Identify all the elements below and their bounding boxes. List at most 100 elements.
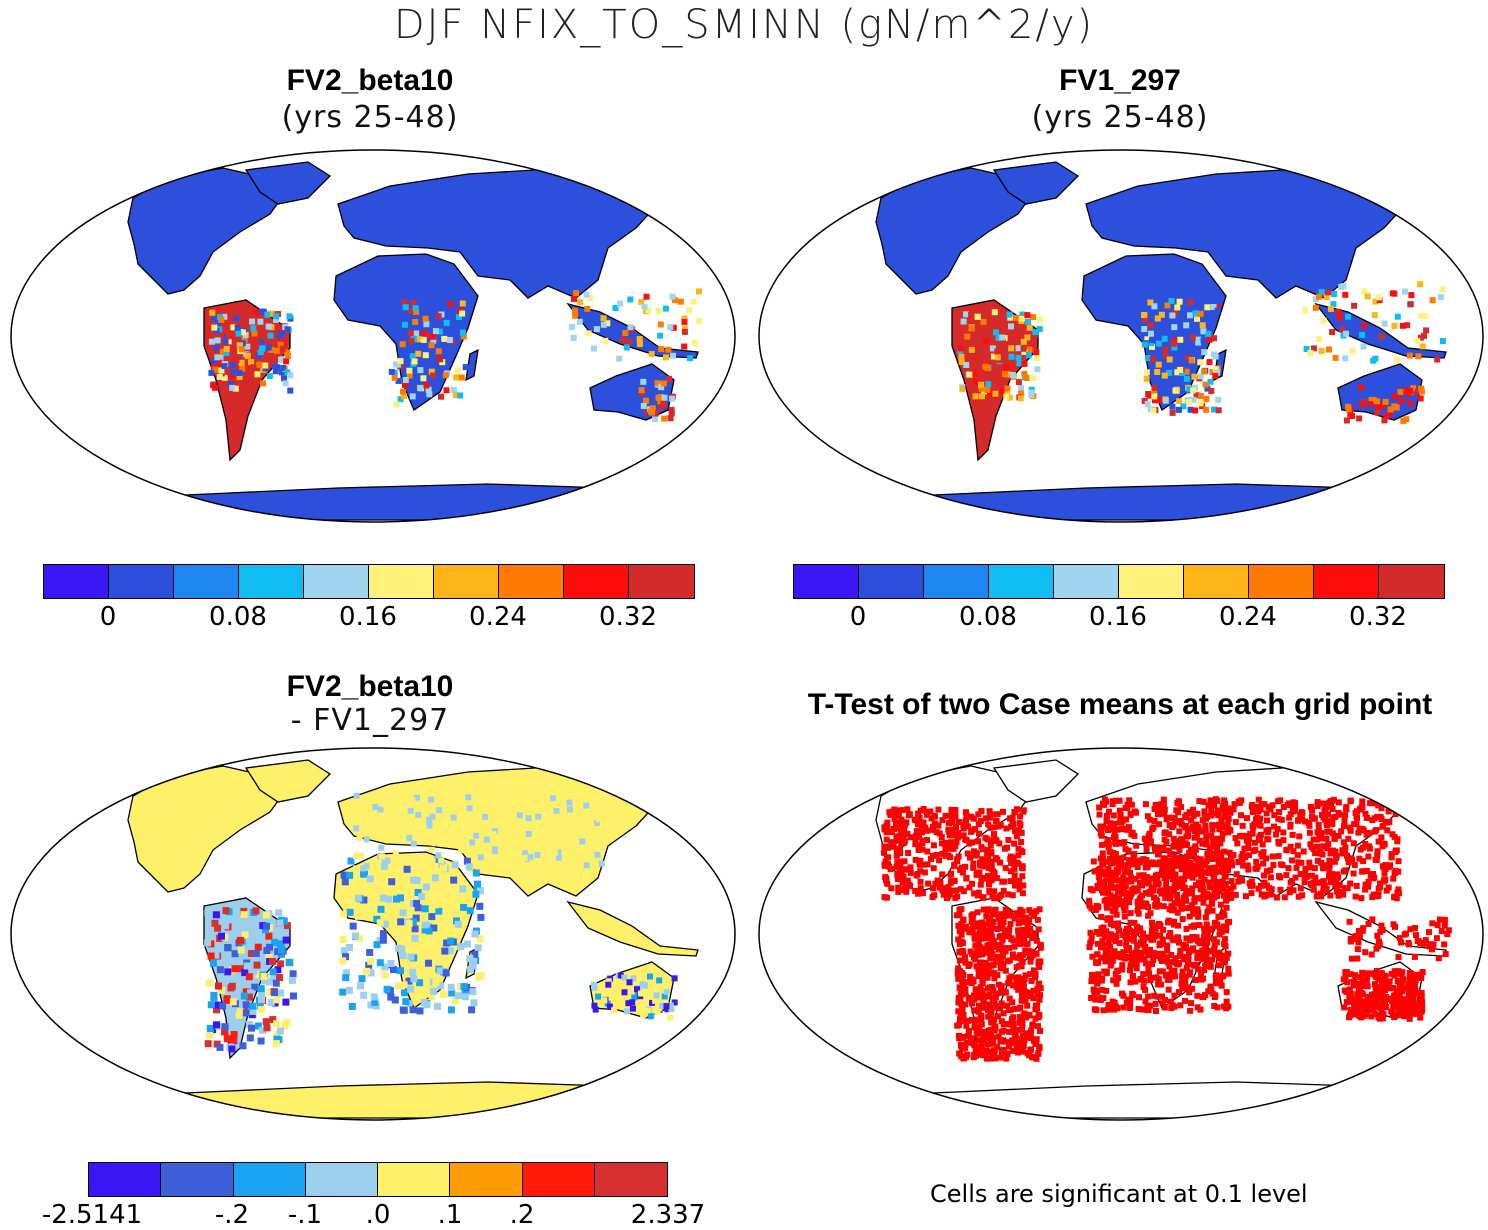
grid-cell [1024, 334, 1031, 341]
grid-cell [1333, 853, 1340, 860]
grid-cell [1188, 817, 1195, 824]
grid-cell [1264, 817, 1270, 824]
grid-cell [1385, 884, 1392, 891]
grid-cell [572, 816, 579, 823]
grid-cell [234, 923, 242, 931]
grid-cell [1115, 840, 1122, 847]
grid-cell [1146, 392, 1153, 399]
grid-cell [1006, 394, 1013, 401]
grid-cell [977, 972, 984, 979]
grid-cell [1397, 996, 1404, 1002]
grid-cell [1016, 877, 1023, 884]
grid-cell [1121, 868, 1128, 875]
grid-cell [1206, 884, 1213, 891]
grid-cell [1195, 913, 1202, 920]
grid-cell [955, 1008, 962, 1015]
grid-cell [1019, 890, 1026, 897]
grid-cell [1184, 349, 1191, 355]
grid-cell [1206, 336, 1213, 343]
grid-cell [984, 974, 991, 981]
grid-cell [263, 1024, 271, 1032]
grid-cell [1214, 921, 1221, 928]
grid-cell [1101, 801, 1108, 808]
grid-cell [980, 945, 987, 952]
grid-cell [642, 982, 649, 989]
grid-cell [1289, 857, 1296, 864]
grid-cell [1127, 910, 1134, 917]
grid-cell [1201, 808, 1208, 815]
grid-cell [1346, 992, 1353, 999]
grid-cell [375, 891, 383, 899]
grid-cell [516, 808, 523, 815]
grid-cell [963, 875, 970, 882]
grid-cell [1249, 809, 1256, 815]
grid-cell [1133, 965, 1140, 972]
grid-cell [209, 309, 216, 316]
map-panel-fv2-beta10 [10, 149, 736, 523]
grid-cell [1346, 824, 1353, 831]
grid-cell [1233, 871, 1240, 878]
colorbar-tick-label: -2.5141 [41, 1200, 143, 1230]
grid-cell [431, 901, 439, 909]
grid-cell [572, 307, 578, 314]
grid-cell [447, 1006, 455, 1014]
grid-cell [1104, 825, 1111, 832]
grid-cell [1381, 417, 1388, 424]
grid-cell [1343, 999, 1350, 1006]
grid-cell [897, 845, 903, 852]
grid-cell [622, 981, 629, 987]
grid-cell [1110, 922, 1117, 929]
grid-cell [913, 828, 920, 835]
grid-cell [1358, 895, 1365, 902]
grid-cell [229, 362, 236, 369]
grid-cell [1126, 1005, 1133, 1011]
grid-cell [919, 890, 926, 897]
grid-cell [1344, 852, 1350, 859]
grid-cell [1383, 887, 1390, 894]
grid-cell [1036, 906, 1043, 913]
grid-cell [249, 1002, 257, 1010]
grid-cell [660, 380, 667, 387]
grid-cell [643, 408, 650, 415]
grid-cell [1009, 1047, 1016, 1054]
grid-cell [1036, 958, 1043, 965]
grid-cell [428, 796, 435, 803]
grid-cell [208, 338, 215, 345]
grid-cell [1011, 943, 1018, 950]
grid-cell [1146, 816, 1153, 823]
grid-cell [1349, 856, 1356, 863]
grid-cell [1212, 951, 1218, 958]
grid-cell [1021, 976, 1028, 982]
grid-cell [948, 806, 955, 813]
grid-cell [399, 341, 406, 348]
grid-cell [681, 328, 688, 335]
grid-cell [1359, 798, 1366, 805]
grid-cell [257, 349, 264, 356]
grid-cell [896, 824, 903, 831]
grid-cell [1279, 862, 1286, 869]
grid-cell [1115, 883, 1122, 890]
grid-cell [410, 299, 417, 306]
grid-cell [1004, 1002, 1010, 1009]
grid-cell [976, 366, 983, 373]
grid-cell [919, 840, 926, 846]
grid-cell [1116, 797, 1123, 804]
grid-cell [1215, 396, 1222, 403]
grid-cell [1317, 835, 1324, 842]
grid-cell [1391, 869, 1398, 876]
grid-cell [1171, 968, 1178, 974]
grid-cell [942, 846, 949, 853]
grid-cell [1162, 894, 1169, 901]
grid-cell [1219, 830, 1226, 837]
grid-cell [1335, 892, 1342, 899]
grid-cell [1189, 985, 1196, 992]
grid-cell [1154, 860, 1161, 867]
grid-cell [1176, 846, 1183, 853]
grid-cell [1199, 322, 1206, 329]
grid-cell [1369, 991, 1375, 998]
grid-cell [438, 393, 444, 400]
grid-cell [277, 341, 284, 348]
grid-cell [638, 990, 644, 997]
grid-cell [1368, 951, 1375, 958]
grid-cell [1183, 925, 1190, 932]
